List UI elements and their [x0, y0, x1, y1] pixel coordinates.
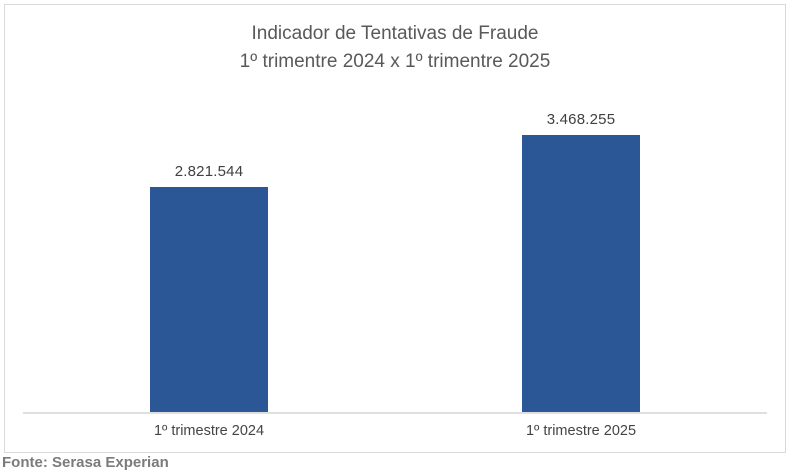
bar-value-label: 2.821.544 [174, 163, 244, 180]
bar-group-2025: 3.468.255 [395, 76, 767, 412]
plot-area: 2.821.544 3.468.255 [23, 76, 767, 414]
chart-title-line1: Indicador de Tentativas de Fraude [251, 23, 539, 44]
x-axis-label-2025: 1º trimestre 2025 [525, 423, 637, 439]
bar-group-2024: 2.821.544 [23, 76, 395, 412]
chart-card: Indicador de Tentativas de Fraude 1º tri… [4, 4, 786, 453]
bar [150, 187, 268, 412]
source-text: Fonte: Serasa Experian [2, 454, 169, 471]
bar [522, 135, 640, 412]
chart-title-line2: 1º trimentre 2024 x 1º trimentre 2025 [239, 51, 551, 72]
bar-value-label: 3.468.255 [546, 111, 616, 128]
x-axis-labels: 1º trimestre 2024 1º trimestre 2025 [23, 414, 767, 439]
chart-title: Indicador de Tentativas de Fraude 1º tri… [5, 5, 785, 76]
x-axis-label-2024: 1º trimestre 2024 [153, 423, 265, 439]
